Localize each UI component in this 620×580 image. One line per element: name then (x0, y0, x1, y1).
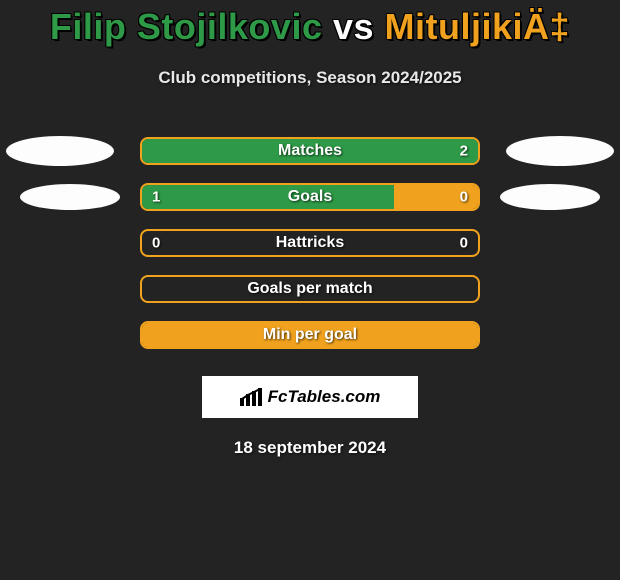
stat-label: Matches (278, 142, 342, 160)
chart-icon (240, 388, 264, 406)
subtitle: Club competitions, Season 2024/2025 (0, 68, 620, 88)
value-player1: 0 (152, 235, 160, 252)
stat-bar: 2 Matches (140, 137, 480, 165)
player1-badge (20, 184, 120, 210)
comparison-rows: 2 Matches 1 0 Goals 0 0 Hattricks Goals per matc… (0, 128, 620, 358)
stat-label: Goals per match (247, 280, 372, 298)
stat-bar: 0 0 Hattricks (140, 229, 480, 257)
player1-name: Filip Stojilkovic (50, 6, 323, 47)
stat-label: Min per goal (263, 326, 357, 344)
fill-player1 (142, 185, 394, 209)
stat-bar: Min per goal (140, 321, 480, 349)
value-player2: 0 (460, 189, 468, 206)
stat-row: 0 0 Hattricks (0, 220, 620, 266)
value-player1: 1 (152, 189, 160, 206)
comparison-widget: Filip Stojilkovic vs MituljikiÄ‡ Club co… (0, 6, 620, 580)
stat-row: Min per goal (0, 312, 620, 358)
stat-label: Goals (288, 188, 332, 206)
stat-row: Goals per match (0, 266, 620, 312)
stat-bar: 1 0 Goals (140, 183, 480, 211)
stat-row: 1 0 Goals (0, 174, 620, 220)
player1-badge (6, 136, 114, 166)
date: 18 september 2024 (0, 438, 620, 458)
stat-row: 2 Matches (0, 128, 620, 174)
stat-bar: Goals per match (140, 275, 480, 303)
value-player2: 0 (460, 235, 468, 252)
vs-text: vs (333, 6, 374, 47)
player2-name: MituljikiÄ‡ (385, 6, 571, 47)
value-player2: 2 (460, 143, 468, 160)
logo-text: FcTables.com (268, 387, 381, 407)
stat-label: Hattricks (276, 234, 344, 252)
player2-badge (506, 136, 614, 166)
player2-badge (500, 184, 600, 210)
logo: FcTables.com (240, 387, 381, 407)
logo-box[interactable]: FcTables.com (202, 376, 418, 418)
title: Filip Stojilkovic vs MituljikiÄ‡ (0, 6, 620, 48)
